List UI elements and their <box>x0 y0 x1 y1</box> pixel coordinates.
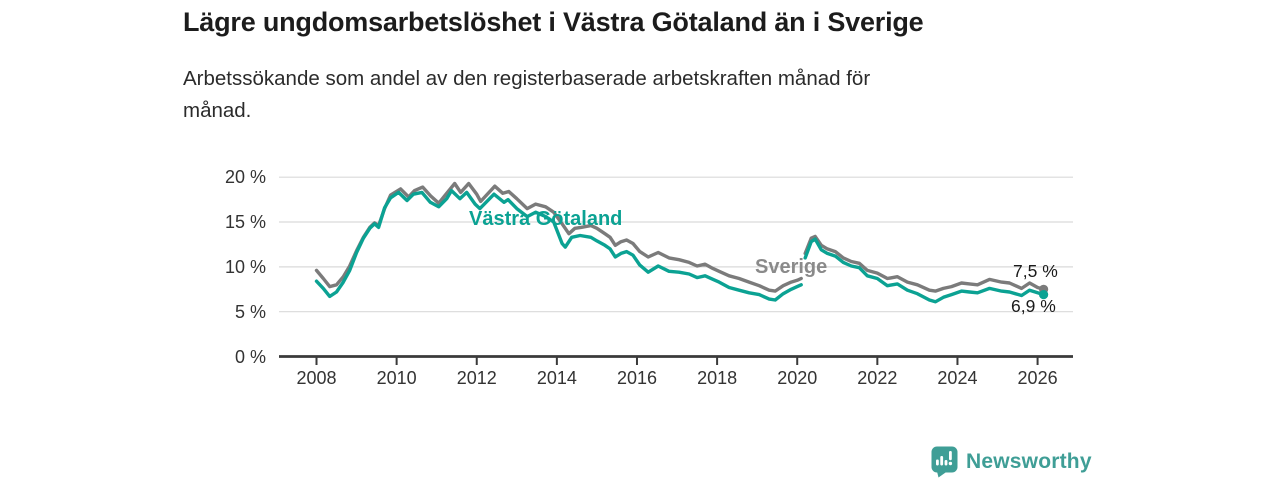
chart-subtitle-line-2: månad. <box>183 99 252 122</box>
series-line-sverige <box>314 181 1046 293</box>
end-value-label-sverige: 7,5 % <box>1013 261 1058 281</box>
series-end-dot-västra-götaland <box>1039 290 1049 300</box>
chart-subtitle-line-1: Arbetssökande som andel av den registerb… <box>183 67 871 90</box>
end-value-label-vastra-gotaland: 6,9 % <box>1011 296 1056 316</box>
newsworthy-logo: Newsworthy <box>931 446 1092 478</box>
chart-title: Lägre ungdomsarbetslöshet i Västra Götal… <box>183 7 924 37</box>
series-line-västra-götaland <box>314 188 1046 304</box>
newsworthy-logo-text: Newsworthy <box>966 450 1092 473</box>
series-label-sverige: Sverige <box>755 256 828 278</box>
series-label-vastra-gotaland: Västra Götaland <box>469 208 623 230</box>
newsworthy-icon <box>931 446 958 478</box>
